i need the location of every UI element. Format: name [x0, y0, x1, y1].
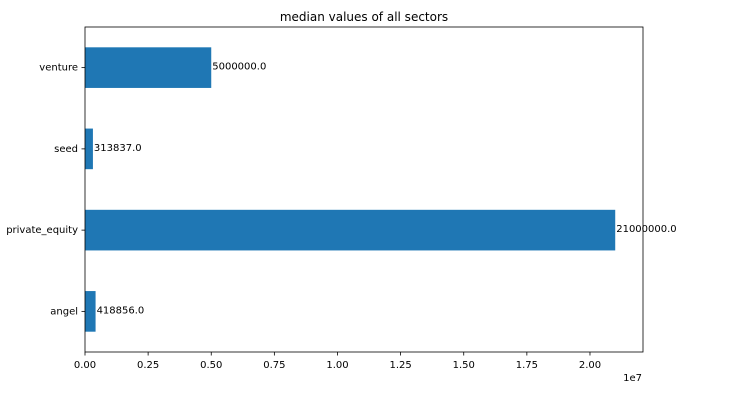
- y-tick-label: angel: [50, 306, 78, 317]
- x-tick-label: 0.00: [74, 360, 96, 371]
- x-tick-label: 0.25: [137, 360, 159, 371]
- x-tick-label: 0.75: [263, 360, 285, 371]
- plot-frame: [84, 26, 644, 353]
- bar-value-labels: 5000000.0 313837.0 21000000.0 418856.0: [94, 62, 677, 317]
- bar-value-label: 418856.0: [97, 305, 145, 316]
- bars-group: [85, 47, 616, 332]
- x-tick-label: 1.00: [326, 360, 348, 371]
- bar-seed: [85, 128, 93, 170]
- x-offset-label: 1e7: [623, 373, 642, 384]
- bar-angel: [85, 291, 96, 332]
- bar-value-label: 21000000.0: [616, 224, 676, 235]
- chart-title: median values of all sectors: [280, 10, 448, 24]
- y-tick-label: seed: [54, 144, 78, 155]
- x-tick-label: 1.25: [389, 360, 411, 371]
- x-tick-label: 1.75: [516, 360, 538, 371]
- bar-value-label: 5000000.0: [212, 62, 266, 73]
- y-tick-label: private_equity: [6, 225, 78, 236]
- bar-venture: [85, 47, 212, 88]
- bar-private-equity: [85, 209, 616, 251]
- x-tick-label: 0.50: [200, 360, 222, 371]
- x-axis: 0.00 0.25 0.50 0.75 1.00 1.25 1.50 1.75 2.00: [74, 352, 601, 371]
- x-tick-label: 2.00: [579, 360, 601, 371]
- bar-value-label: 313837.0: [94, 143, 142, 154]
- y-tick-label: venture: [39, 63, 78, 74]
- x-tick-label: 1.50: [453, 360, 475, 371]
